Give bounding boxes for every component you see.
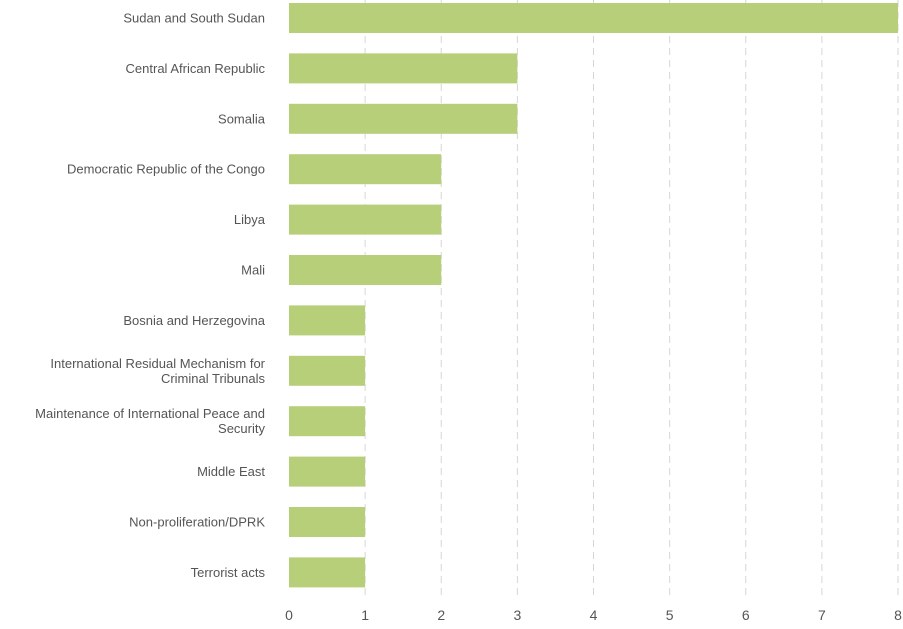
- category-label: Criminal Tribunals: [161, 371, 266, 386]
- bar: [289, 557, 366, 588]
- category-label: Middle East: [197, 464, 265, 479]
- category-label: Mali: [241, 263, 265, 278]
- category-label: Central African Republic: [126, 61, 266, 76]
- x-tick-label: 2: [437, 607, 445, 623]
- gridlines: [364, 0, 899, 596]
- category-label: Non-proliferation/DPRK: [129, 515, 265, 530]
- bar: [289, 507, 366, 537]
- bar: [289, 53, 518, 84]
- bar: [289, 103, 518, 134]
- x-tick-label: 6: [742, 607, 750, 623]
- bar: [289, 406, 366, 437]
- bar: [289, 255, 442, 285]
- x-tick-label: 4: [590, 607, 598, 623]
- x-tick-label: 5: [666, 607, 674, 623]
- x-tick-label: 7: [818, 607, 826, 623]
- x-axis-tick-labels: 0 1 2 3 4 5 6 7 8: [285, 607, 902, 623]
- x-tick-label: 0: [285, 607, 293, 623]
- bar: [289, 3, 898, 33]
- category-label: Libya: [234, 212, 266, 227]
- category-label: Terrorist acts: [191, 565, 266, 580]
- bar: [289, 456, 366, 487]
- category-label: Somalia: [218, 111, 266, 126]
- bar: [289, 154, 442, 185]
- bar: [289, 355, 366, 386]
- category-label: Democratic Republic of the Congo: [67, 162, 265, 177]
- bar: [289, 204, 442, 235]
- bar: [289, 305, 366, 336]
- category-label: Bosnia and Herzegovina: [123, 313, 265, 328]
- x-tick-label: 8: [894, 607, 902, 623]
- category-label: Security: [218, 421, 265, 436]
- category-label: Sudan and South Sudan: [123, 11, 265, 26]
- category-labels: Sudan and South Sudan Central African Rep…: [35, 11, 266, 580]
- x-tick-label: 1: [361, 607, 369, 623]
- category-label: International Residual Mechanism for: [50, 356, 265, 371]
- bars: [289, 3, 898, 588]
- category-label: Maintenance of International Peace and: [35, 406, 265, 421]
- x-tick-label: 3: [513, 607, 521, 623]
